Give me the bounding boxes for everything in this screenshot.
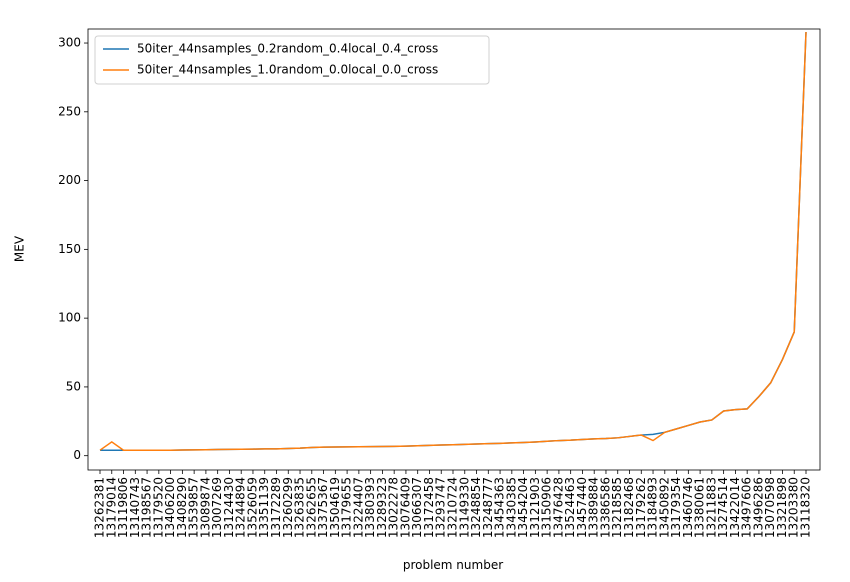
series-line (100, 31, 807, 451)
x-tick-label: 13198567 (140, 477, 154, 538)
x-tick-label: 13526059 (245, 477, 259, 538)
x-tick-label: 13504619 (328, 477, 342, 538)
y-tick-label: 200 (58, 173, 81, 187)
x-tick-label: 13172458 (422, 477, 436, 538)
x-tick-label: 13119806 (116, 477, 130, 538)
x-tick-label: 13140743 (128, 477, 142, 538)
x-tick-label: 13121903 (528, 477, 542, 538)
x-tick-label: 13524463 (563, 477, 577, 538)
x-tick-label: 13179354 (669, 477, 683, 538)
x-tick-label: 13203380 (787, 477, 801, 538)
plot-frame (87, 28, 821, 471)
x-tick-label: 13179655 (340, 477, 354, 538)
x-tick-label: 13289323 (375, 477, 389, 538)
y-tick-label: 100 (58, 311, 81, 325)
x-tick-label: 13430385 (504, 477, 518, 538)
x-tick-label: 13454204 (516, 477, 530, 538)
x-tick-label: 13389884 (587, 477, 601, 538)
x-axis-label: problem number (403, 558, 503, 572)
x-tick-label: 13150906 (540, 477, 554, 538)
y-tick-label: 0 (73, 448, 81, 462)
x-tick-label: 13211883 (704, 477, 718, 538)
x-tick-label: 13248854 (469, 477, 483, 538)
x-tick-label: 13386586 (598, 477, 612, 538)
x-tick-label: 13380061 (693, 477, 707, 538)
x-tick-label: 13454363 (493, 477, 507, 538)
x-tick-label: 13149330 (457, 477, 471, 538)
y-tick-label: 300 (58, 36, 81, 50)
x-tick-label: 13539857 (187, 477, 201, 538)
x-tick-label: 13066307 (410, 477, 424, 538)
legend-label: 50iter_44nsamples_0.2random_0.4local_0.4… (137, 42, 438, 56)
x-tick-label: 13497606 (740, 477, 754, 538)
x-tick-label: 13007269 (210, 477, 224, 538)
x-tick-label: 13450892 (657, 477, 671, 538)
x-tick-label: 13351139 (257, 477, 271, 538)
x-tick-label: 13375367 (316, 477, 330, 538)
x-tick-label: 13460746 (681, 477, 695, 538)
x-tick-label: 13076409 (398, 477, 412, 538)
x-tick-label: 13124430 (222, 477, 236, 538)
y-tick-label: 150 (58, 242, 81, 256)
x-tick-label: 13262655 (304, 477, 318, 538)
x-tick-label: 13179014 (104, 477, 118, 538)
x-tick-label: 13321898 (775, 477, 789, 538)
x-tick-label: 13293747 (434, 477, 448, 538)
x-tick-label: 13182468 (622, 477, 636, 538)
y-tick-label: 250 (58, 104, 81, 118)
x-tick-label: 13248777 (481, 477, 495, 538)
legend-label: 50iter_44nsamples_1.0random_0.0local_0.0… (137, 63, 438, 77)
legend-box (94, 35, 490, 85)
x-tick-label: 13089874 (198, 477, 212, 538)
x-tick-label: 13070598 (763, 477, 777, 538)
x-tick-label: 13118320 (799, 477, 813, 538)
x-tick-label: 13496286 (751, 477, 765, 538)
x-tick-label: 13260299 (281, 477, 295, 538)
x-tick-label: 13422014 (728, 477, 742, 538)
x-tick-label: 13457440 (575, 477, 589, 538)
y-tick-label: 50 (66, 379, 81, 393)
x-tick-label: 13408290 (175, 477, 189, 538)
x-tick-label: 13380393 (363, 477, 377, 538)
x-tick-label: 13218585 (610, 477, 624, 538)
x-tick-label: 13179520 (151, 477, 165, 538)
x-tick-label: 13179262 (634, 477, 648, 538)
x-tick-label: 13476428 (551, 477, 565, 538)
series-line (99, 31, 807, 451)
x-tick-label: 13262381 (93, 477, 107, 538)
x-tick-label: 13263835 (293, 477, 307, 538)
x-tick-label: 13406200 (163, 477, 177, 538)
x-tick-label: 13172289 (269, 477, 283, 538)
x-tick-label: 13184893 (646, 477, 660, 538)
x-tick-label: 13022278 (387, 477, 401, 538)
x-tick-label: 13210724 (446, 477, 460, 538)
y-axis-label: MEV (13, 235, 27, 262)
x-tick-label: 13224407 (351, 477, 365, 538)
x-tick-label: 13274514 (716, 477, 730, 538)
x-tick-label: 13244894 (234, 477, 248, 538)
